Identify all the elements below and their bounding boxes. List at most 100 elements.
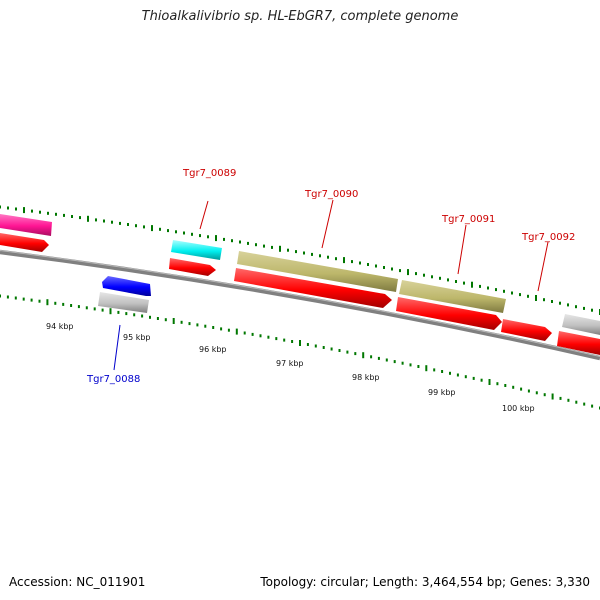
outer-ring-minor-tick [591,308,593,312]
outer-ring-minor-tick [127,223,129,226]
outer-ring-minor-tick [327,255,329,259]
inner-ring-minor-tick [456,373,459,377]
inner-ring-minor-tick [535,391,538,395]
outer-ring-minor-tick [479,284,481,288]
inner-ring-minor-tick [156,317,159,320]
inner-ring-minor-tick [259,334,262,338]
ruler-label-98kbp: 98 kbp [352,373,380,382]
inner-ring-minor-tick [164,318,167,322]
outer-ring-minor-tick [543,298,545,302]
outer-ring-minor-tick [575,305,577,309]
outer-ring-minor-tick [95,218,97,222]
inner-ring-minor-tick [559,396,562,400]
inner-ring-minor-tick [433,368,436,372]
outer-ring-minor-tick [463,281,465,285]
outer-ring-minor-tick [335,257,337,261]
cds-arrow-tgr7-0091[interactable] [396,297,502,330]
outer-ring-minor-tick [351,260,353,264]
outer-ring-minor-tick [231,239,233,243]
cds-arrow-right[interactable] [557,331,600,355]
outer-ring-minor-tick [527,294,529,298]
leader-tgr7-0092 [537,241,549,292]
outer-ring-minor-tick [415,272,417,276]
inner-ring-major-tick [172,318,175,324]
outer-ring-minor-tick [143,225,145,229]
inner-ring-minor-tick [567,398,570,402]
inner-ring-major-tick [235,328,238,335]
cds-arrow-left[interactable] [0,233,49,252]
cds-arrow-tgr7-0089[interactable] [169,258,216,276]
inner-ring-major-tick [551,393,554,400]
inner-ring-minor-tick [441,370,444,373]
outer-ring-minor-tick [271,245,273,249]
inner-ring-minor-tick [117,310,120,314]
inner-ring-minor-tick [22,297,25,301]
outer-tick-ring [0,205,600,315]
outer-ring-minor-tick [159,227,161,231]
cds-arrow-tgr7-0092[interactable] [501,319,552,341]
gene-khaki-tgr7-0091[interactable] [399,280,506,313]
inner-ring-minor-tick [0,294,1,298]
inner-ring-minor-tick [141,314,144,318]
gene-label-tgr7-0092[interactable]: Tgr7_0092 [521,232,575,243]
inner-ring-minor-tick [133,313,136,317]
outer-ring-minor-tick [183,231,185,235]
outer-ring-minor-tick [455,280,457,283]
gene-cyan[interactable] [171,240,222,260]
inner-ring-minor-tick [54,301,57,305]
outer-ring-minor-tick [551,300,553,303]
inner-ring-minor-tick [401,361,404,365]
inner-ring-minor-tick [377,356,380,360]
outer-ring-minor-tick [119,221,121,225]
outer-ring-minor-tick [519,293,521,297]
leader-tgr7-0089 [199,200,209,230]
inner-ring-minor-tick [14,296,17,300]
inner-ring-major-tick [488,379,491,385]
outer-ring-major-tick [23,207,25,214]
gene-khaki-tgr7-0090[interactable] [237,251,398,292]
outer-ring-minor-tick [375,264,377,268]
ruler-label-97kbp: 97 kbp [276,359,304,368]
gene-label-tgr7-0089[interactable]: Tgr7_0089 [182,168,236,179]
gene-blue-tgr7-0088[interactable] [102,276,151,296]
inner-ring-minor-tick [464,375,467,379]
ruler-label-95kbp: 95 kbp [123,333,151,342]
outer-ring-minor-tick [399,269,401,273]
outer-ring-minor-tick [39,210,41,214]
inner-ring-minor-tick [283,338,286,342]
ruler-label-99kbp: 99 kbp [428,388,456,397]
gene-label-tgr7-0088[interactable]: Tgr7_0088 [86,374,140,385]
outer-ring-minor-tick [31,209,33,213]
inner-ring-minor-tick [417,365,420,368]
inner-ring-minor-tick [204,324,207,328]
inner-ring-minor-tick [314,344,317,348]
outer-ring-minor-tick [447,278,449,282]
inner-ring-minor-tick [322,346,325,349]
outer-ring-minor-tick [511,291,513,295]
outer-ring-major-tick [215,235,217,242]
outer-ring-minor-tick [111,220,113,224]
gene-grey-tgr7-0088[interactable] [98,292,149,313]
outer-ring-minor-tick [439,276,441,280]
gene-pink[interactable] [0,214,52,236]
gene-grey-right[interactable] [562,314,600,335]
inner-ring-major-tick [109,308,112,315]
leader-tgr7-0090 [321,199,334,249]
outer-ring-minor-tick [583,306,585,310]
outer-ring-minor-tick [319,254,321,258]
genome-summary-text: Topology: circular; Length: 3,464,554 bp… [260,575,590,589]
ruler-label-100kbp: 100 kbp [502,404,535,413]
outer-ring-minor-tick [239,240,241,244]
gene-label-tgr7-0091[interactable]: Tgr7_0091 [441,214,495,225]
cds-arrow-tgr7-0090[interactable] [234,268,392,308]
outer-ring-minor-tick [255,243,257,247]
inner-ring-minor-tick [543,393,546,397]
gene-label-tgr7-0090[interactable]: Tgr7_0090 [304,189,358,200]
inner-ring-minor-tick [101,308,104,312]
inner-ring-minor-tick [480,378,483,382]
outer-ring-minor-tick [263,244,265,248]
inner-ring-minor-tick [520,387,523,391]
outer-ring-minor-tick [391,267,393,271]
outer-ring-minor-tick [487,286,489,290]
